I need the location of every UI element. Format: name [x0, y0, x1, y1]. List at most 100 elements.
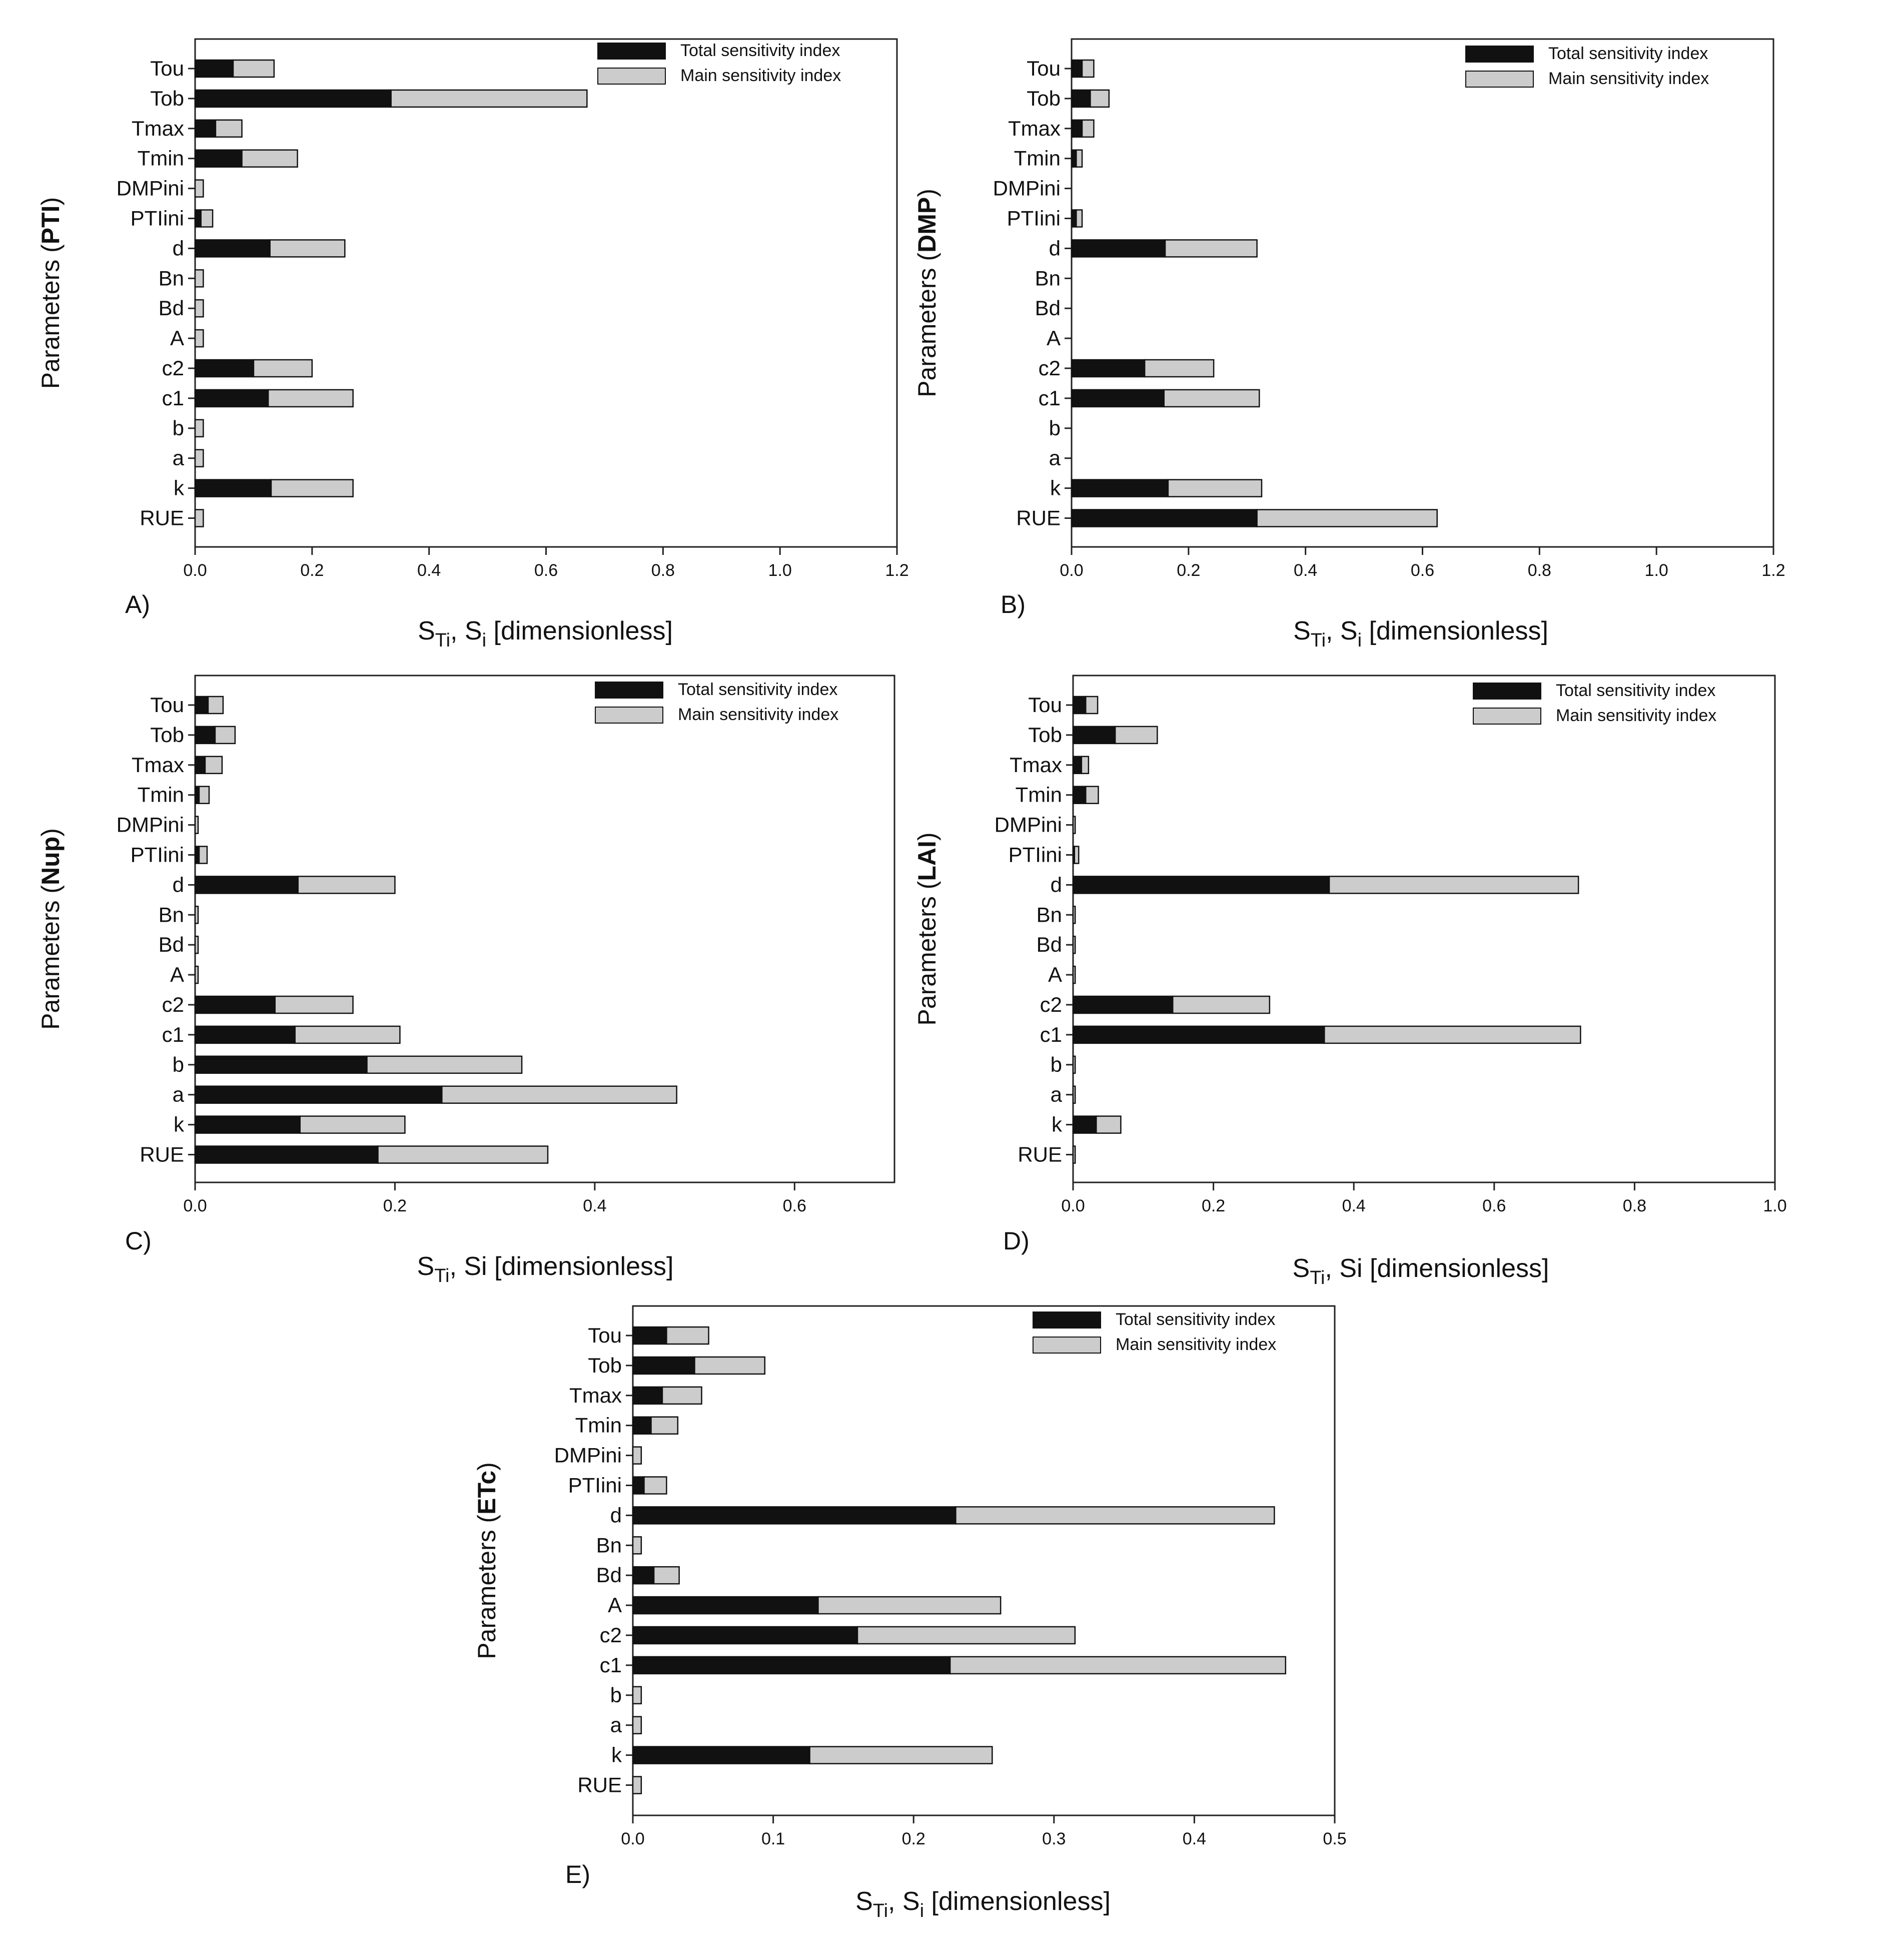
bar-total-Tou [1072, 696, 1087, 715]
bar-total-Tmax [194, 756, 206, 775]
bar-main-Tmin [198, 786, 210, 804]
y-tick-label: d [1049, 236, 1061, 260]
bar-main-c2 [856, 1626, 1076, 1645]
y-tick-label: Tmax [1010, 753, 1062, 777]
bar-main-d [297, 876, 396, 894]
legend-label-main: Main sensitivity index [1116, 1335, 1276, 1354]
y-tick-label: k [174, 1113, 185, 1136]
x-tick-label: 0.8 [651, 561, 675, 580]
x-tick-label: 1.0 [1763, 1196, 1786, 1215]
bar-main-Bn [632, 1536, 642, 1555]
bar-main-c2 [274, 995, 354, 1014]
bar-total-c2 [194, 995, 276, 1014]
bar-main-c1 [267, 389, 354, 408]
legend-label-main: Main sensitivity index [680, 66, 841, 85]
bar-total-Tou [194, 59, 234, 78]
y-tick-label: Tob [1028, 723, 1062, 747]
x-tick-label: 0.4 [583, 1196, 606, 1215]
x-tick-label: 1.2 [1761, 561, 1785, 580]
bar-main-Tob [1090, 89, 1110, 108]
bar-total-Tmin [194, 149, 243, 168]
bar-total-d [194, 239, 271, 258]
chart-panel-a: 0.0 0.2 0.4 0.6 0.8 1.0 1.2 Tou Tob Tmax Tmin DMPin… [37, 38, 909, 651]
y-tick-label: c2 [162, 993, 184, 1016]
y-tick-label: b [173, 1053, 184, 1076]
y-axis-label: Parameters (DMP) [913, 189, 941, 397]
x-tick-label: 0.0 [1060, 561, 1083, 580]
bar-main-d [1164, 239, 1258, 258]
y-tick-label: a [173, 446, 185, 470]
y-tick-label: c1 [1039, 386, 1061, 410]
y-tick-label: PTIini [568, 1474, 622, 1497]
y-tick-label: Tmin [138, 147, 184, 170]
bar-main-Bd [194, 299, 204, 318]
y-tick-label: Bd [1035, 296, 1061, 320]
bar-total-b [194, 1055, 368, 1074]
y-tick-label: Tmax [569, 1384, 622, 1407]
bar-main-b [194, 419, 204, 438]
y-tick-label: Tou [150, 693, 184, 717]
chart-panel-e: 0.0 0.1 0.2 0.3 0.4 0.5 Tou Tob Tmax Tmin DMPini PT… [473, 1305, 1347, 1921]
legend: Total sensitivity index Main sensitivity … [1033, 1310, 1276, 1354]
plot-frame [1071, 38, 1774, 548]
bar-total-Tob [194, 726, 216, 745]
bar-total-Tmin [1072, 786, 1087, 804]
y-tick-label: Bn [159, 266, 184, 290]
x-tick-label: 0.6 [1482, 1196, 1506, 1215]
bar-main-c2 [253, 359, 313, 378]
legend-label-main: Main sensitivity index [1556, 706, 1716, 725]
y-tick-label: DMPini [995, 813, 1062, 837]
y-tick-label: Tmin [575, 1414, 622, 1437]
bar-main-b [366, 1055, 523, 1074]
bar-total-Tou [1071, 59, 1083, 78]
bar-main-Bd [194, 935, 199, 954]
legend-label-total: Total sensitivity index [1116, 1310, 1275, 1329]
y-tick-label: b [1051, 1053, 1062, 1076]
bar-main-Tob [214, 726, 236, 745]
y-tick-label: k [611, 1743, 622, 1767]
bar-total-Tou [632, 1326, 667, 1345]
bar-total-RUE [194, 1145, 379, 1164]
y-tick-label: Tmin [138, 783, 184, 807]
bar-main-DMPini [194, 179, 204, 198]
y-tick-label: k [1052, 1113, 1063, 1136]
y-tick-label: Tob [1027, 87, 1061, 110]
bar-main-RUE [194, 509, 204, 527]
bar-total-Tob [1071, 89, 1091, 108]
x-tick-label: 0.4 [417, 561, 441, 580]
y-tick-label: A [170, 963, 184, 986]
bar-main-Tmax [661, 1386, 702, 1405]
bar-main-Tmin [1076, 149, 1083, 168]
bar-total-Tou [194, 696, 209, 715]
y-tick-label: d [1051, 873, 1062, 896]
bar-total-d [1072, 876, 1330, 894]
y-tick-label: c1 [600, 1653, 622, 1677]
x-tick-label: 0.2 [383, 1196, 407, 1215]
bar-total-c1 [1072, 1025, 1325, 1044]
bar-total-c1 [632, 1656, 951, 1675]
bar-total-k [194, 479, 272, 497]
y-axis-label: Parameters (Nup) [37, 828, 65, 1030]
legend: Total sensitivity index Main sensitivity … [595, 680, 838, 724]
x-tick-label: 0.1 [761, 1829, 785, 1848]
bar-total-k [632, 1746, 810, 1764]
y-tick-label: RUE [1018, 1143, 1062, 1166]
bar-total-k [1072, 1115, 1097, 1134]
y-tick-label: DMPini [117, 177, 184, 200]
bar-main-Tou [666, 1326, 709, 1345]
chart-panel-c: 0.0 0.2 0.4 0.6TouTobTmaxTminDMPiniPTIinidB… [37, 675, 895, 1286]
panel-label: B) [1001, 590, 1026, 618]
bar-main-d [955, 1506, 1275, 1525]
legend-swatch-main [595, 707, 663, 724]
bar-main-k [299, 1115, 406, 1134]
x-tick-label: 0.0 [183, 561, 207, 580]
bar-total-c1 [1071, 389, 1165, 408]
bar-total-Tob [194, 89, 392, 108]
x-axis-label: STi, Si [dimensionless] [1293, 616, 1548, 651]
y-tick-label: c2 [1040, 993, 1062, 1016]
y-tick-label: Tmin [1014, 147, 1061, 170]
y-tick-label: k [174, 476, 185, 500]
bar-main-c1 [1324, 1025, 1581, 1044]
x-tick-label: 0.6 [783, 1196, 806, 1215]
bar-main-DMPini [1072, 816, 1076, 834]
